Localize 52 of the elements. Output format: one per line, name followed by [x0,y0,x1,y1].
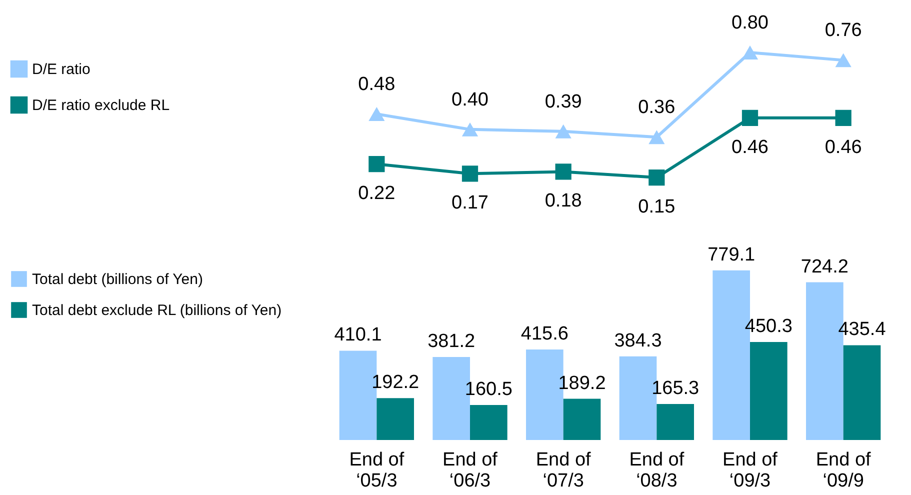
data-label: 0.18 [544,190,582,212]
data-label: 160.5 [464,379,512,400]
data-label: 410.1 [334,324,382,346]
point [555,164,572,180]
data-label: 0.17 [452,192,488,214]
point [835,53,852,68]
x-tick-label: End of ‘05/3 [349,450,405,492]
point [462,166,478,182]
point [742,46,758,60]
bar [470,405,508,440]
data-label: 415.6 [520,324,568,345]
bar [563,398,601,440]
x-tick-label: End of ‘06/3 [442,450,498,492]
data-label: 0.46 [732,136,768,158]
point [368,107,385,122]
bar [656,404,694,440]
x-tick-label: End of ‘08/3 [629,450,685,492]
data-label: 724.2 [800,256,848,278]
x-tick-label: End of ‘07/3 [536,450,592,492]
point [648,169,665,186]
point [555,124,572,138]
bar [843,345,881,440]
data-label: 0.76 [824,20,862,42]
data-label: 381.2 [428,330,476,352]
data-label: 165.3 [652,378,700,400]
data-label: 0.40 [452,89,488,110]
data-label: 435.4 [838,319,886,340]
legend-label: Total debt exclude RL (billions of Yen) [32,302,282,319]
legend-label: Total debt (billions of Yen) [32,271,203,288]
data-label: 0.22 [358,183,396,204]
data-label: 192.2 [372,372,420,394]
legend-label: D/E ratio [32,61,90,78]
legend-label: D/E ratio exclude RL [32,97,170,114]
data-label: 0.80 [732,12,768,34]
data-label: 0.15 [638,196,676,218]
bar [376,398,414,440]
data-label: 0.36 [638,97,676,118]
data-label: 0.46 [824,136,862,158]
point [462,122,478,136]
data-label: 450.3 [744,316,792,337]
point [835,110,852,126]
x-tick-label: End of ‘09/3 [722,450,778,492]
data-label: 189.2 [558,372,606,394]
data-label: 779.1 [708,244,756,266]
data-label: 0.39 [544,91,582,112]
point [368,156,385,172]
data-label: 384.3 [614,330,662,352]
x-tick-label: End of ‘09/9 [816,450,872,492]
data-label: 0.48 [358,74,396,96]
point [648,130,665,144]
bar [750,342,788,440]
point [742,110,758,126]
